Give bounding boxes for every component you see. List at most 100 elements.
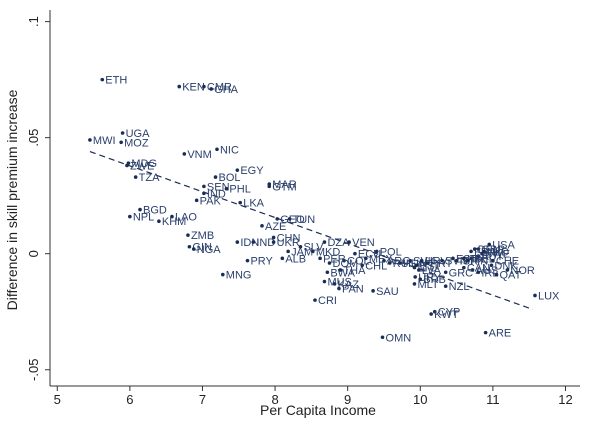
data-point-nic — [215, 147, 219, 152]
x-tick-label: 7 — [199, 392, 206, 407]
data-point-pan — [337, 286, 341, 291]
data-point-nor — [505, 268, 510, 272]
point-label-ind: IND — [207, 188, 226, 200]
x-tick-label: 11 — [486, 392, 500, 407]
data-point-sau — [371, 289, 375, 293]
data-point-uga — [120, 131, 125, 135]
point-label-omn: OMN — [386, 332, 412, 344]
data-point-gbr — [476, 247, 481, 251]
data-point-usa — [487, 242, 492, 247]
point-label-mus: MUS — [327, 277, 351, 289]
point-label-npl: NPL — [133, 212, 154, 224]
point-label-gha: GHA — [214, 84, 239, 96]
point-label-pry: PRY — [250, 256, 273, 268]
data-point-dom — [327, 261, 332, 265]
point-label-phl: PHL — [229, 184, 250, 196]
data-point-fra — [469, 249, 473, 254]
point-label-hrv: HRV — [425, 256, 449, 268]
point-label-nor: NOR — [510, 265, 534, 277]
point-label-chn: CHN — [277, 232, 301, 244]
point-label-sen: SEN — [207, 181, 230, 193]
point-label-bol: BOL — [219, 172, 241, 184]
point-label-egy: EGY — [240, 165, 264, 177]
data-point-ind — [251, 240, 256, 244]
point-label-col: COL — [347, 256, 370, 268]
x-axis-ticks: 5 6 7 8 9 10 11 12 — [54, 386, 573, 407]
point-label-ind: IND — [256, 237, 275, 249]
point-label-gtm: GTM — [272, 181, 296, 193]
data-point-brb — [418, 277, 423, 282]
data-point-moz — [119, 140, 123, 145]
data-point-che — [491, 258, 495, 263]
point-label-nzl: NZL — [449, 281, 470, 293]
y-axis-title: Difference in skill premium increase — [4, 89, 20, 310]
point-label-mar: MAR — [272, 179, 297, 191]
y-tick-label: .05 — [26, 129, 41, 147]
data-point-pak — [194, 198, 199, 203]
data-point-rus — [387, 261, 392, 265]
point-label-mdg: MDG — [131, 158, 157, 170]
point-label-jam: JAM — [291, 246, 313, 258]
data-point-khm — [157, 219, 161, 224]
point-label-geo: GEO — [280, 214, 305, 226]
data-point-cri — [313, 298, 317, 302]
data-point-mng — [220, 272, 225, 277]
data-point-kwt — [429, 312, 433, 316]
data-point-chl — [360, 263, 364, 268]
data-point-sen — [202, 184, 206, 189]
point-label-bel: BEL — [474, 253, 495, 265]
y-tick-label: 0 — [26, 250, 41, 257]
data-point-jam — [286, 249, 290, 254]
point-label-bwa: BWA — [330, 267, 355, 279]
point-label-pol: POL — [380, 246, 402, 258]
data-point-arg — [382, 258, 386, 263]
x-tick-label: 12 — [558, 392, 572, 407]
point-label-fin: FIN — [470, 256, 488, 268]
point-label-idn: IDN — [240, 237, 259, 249]
data-point-fin — [465, 258, 470, 263]
x-tick-label: 5 — [54, 392, 61, 407]
point-label-lva: LVA — [422, 265, 442, 277]
data-point-grc — [443, 270, 448, 275]
data-point-tha — [338, 268, 343, 272]
data-point-dza — [322, 240, 327, 244]
point-label-lao: LAO — [175, 212, 197, 224]
data-point-ury — [413, 275, 417, 279]
point-label-pan: PAN — [342, 284, 364, 296]
point-label-irl: IRL — [481, 267, 498, 279]
point-label-grc: GRC — [449, 267, 474, 279]
data-point-tun — [287, 217, 292, 221]
point-label-zwe: ZWE — [130, 161, 154, 173]
point-label-mkd: MKD — [316, 246, 341, 258]
data-point-aus — [470, 268, 475, 272]
data-point-ken — [177, 84, 182, 89]
point-label-tha: THA — [343, 265, 366, 277]
point-label-aus: AUS — [476, 265, 499, 277]
point-label-prt: PRT — [431, 258, 453, 270]
y-tick-label: -.05 — [26, 359, 41, 381]
point-label-kaz: KAZ — [338, 279, 360, 291]
data-point-irl — [476, 270, 481, 275]
x-tick-label: 8 — [271, 392, 278, 407]
point-label-pak: PAK — [200, 195, 222, 207]
data-point-egy — [235, 168, 240, 172]
data-point-gtm — [267, 184, 272, 189]
data-point-cyp — [432, 309, 437, 314]
point-label-ltu: LTU — [417, 263, 437, 275]
point-label-cri: CRI — [318, 295, 337, 307]
data-point-geo — [275, 217, 280, 221]
point-label-bgd: BGD — [143, 205, 167, 217]
point-label-nic: NIC — [220, 144, 239, 156]
point-label-vnm: VNM — [187, 149, 211, 161]
point-label-gbr: GBR — [481, 244, 505, 256]
point-label-zmb: ZMB — [191, 230, 214, 242]
data-point-swe — [480, 251, 484, 256]
data-point-bgd — [138, 207, 142, 212]
point-label-khm: KHM — [162, 216, 186, 228]
point-label-slv: SLV — [303, 242, 324, 254]
point-label-tun: TUN — [293, 214, 316, 226]
point-label-dnk: DNK — [494, 260, 518, 272]
point-label-mex: MEX — [369, 253, 394, 265]
